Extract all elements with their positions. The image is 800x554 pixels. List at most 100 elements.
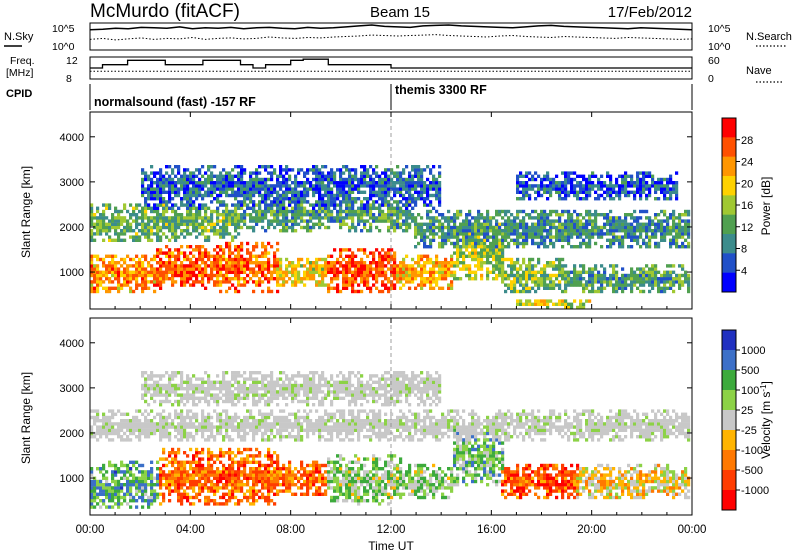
heatmap-cell [249, 206, 253, 210]
heatmap-cell [267, 277, 271, 281]
heatmap-cell [579, 190, 583, 194]
heatmap-cell [597, 177, 601, 182]
heatmap-cell [393, 251, 397, 255]
heatmap-cell [405, 200, 409, 204]
heatmap-cell [354, 184, 358, 188]
heatmap-cell [312, 267, 316, 271]
heatmap-cell [558, 267, 562, 271]
heatmap-cell [321, 177, 325, 182]
heatmap-cell [309, 184, 313, 188]
heatmap-cell [345, 270, 349, 274]
heatmap-cell [183, 277, 187, 281]
heatmap-cell [399, 225, 403, 230]
heatmap-cell [153, 277, 157, 281]
heatmap-cell [570, 225, 574, 230]
heatmap-cell [603, 190, 607, 194]
heatmap-cell [216, 181, 220, 185]
heatmap-cell [504, 213, 508, 217]
heatmap-cell [585, 286, 589, 290]
heatmap-cell [303, 174, 307, 178]
heatmap-cell [120, 209, 124, 214]
heatmap-cell [96, 222, 100, 226]
colorbar-swatch [722, 272, 736, 293]
heatmap-cell [375, 193, 379, 198]
heatmap-cell [393, 270, 397, 274]
heatmap-cell [627, 273, 631, 278]
heatmap-cell [558, 216, 562, 220]
heatmap-cell [183, 476, 187, 480]
heatmap-cell [561, 209, 565, 214]
heatmap-cell [267, 222, 271, 226]
heatmap-cell [291, 264, 295, 268]
heatmap-cell [609, 197, 613, 201]
heatmap-cell [348, 229, 352, 233]
heatmap-cell [180, 483, 184, 487]
heatmap-cell [114, 209, 118, 214]
heatmap-cell [555, 219, 559, 223]
heatmap-cell [663, 190, 667, 194]
heatmap-cell [516, 232, 520, 236]
heatmap-cell [582, 197, 586, 201]
heatmap-cell [294, 222, 298, 226]
heatmap-cell [585, 193, 589, 198]
heatmap-cell [237, 225, 241, 230]
heatmap-cell [339, 190, 343, 194]
heatmap-cell [162, 280, 166, 284]
heatmap-cell [531, 209, 535, 214]
heatmap-cell [507, 222, 511, 226]
heatmap-cell [330, 270, 334, 274]
heatmap-cell [258, 177, 262, 182]
heatmap-cell [276, 277, 280, 281]
heatmap-cell [279, 174, 283, 178]
heatmap-cell [531, 273, 535, 278]
heatmap-cell [582, 270, 586, 274]
heatmap-cell [651, 181, 655, 185]
heatmap-cell [621, 174, 625, 178]
heatmap-cell [165, 184, 169, 188]
heatmap-cell [348, 193, 352, 198]
heatmap-cell [504, 238, 508, 242]
heatmap-cell [438, 225, 442, 230]
heatmap-cell [408, 216, 412, 220]
heatmap-cell [666, 216, 670, 220]
heatmap-cell [96, 495, 100, 500]
heatmap-cell [543, 264, 547, 268]
heatmap-cell [366, 200, 370, 204]
heatmap-cell [342, 222, 346, 226]
heatmap-cell [219, 187, 223, 191]
heatmap-cell [174, 184, 178, 188]
heatmap-cell [132, 495, 136, 500]
heatmap-cell [381, 216, 385, 220]
heatmap-cell [288, 225, 292, 230]
heatmap-cell [510, 232, 514, 236]
heatmap-cell [156, 235, 160, 239]
heatmap-cell [252, 190, 256, 194]
heatmap-cell [675, 222, 679, 226]
heatmap-cell [402, 168, 406, 172]
heatmap-cell [129, 489, 133, 493]
heatmap-cell [297, 277, 301, 281]
heatmap-cell [555, 235, 559, 239]
heatmap-cell [318, 190, 322, 194]
heatmap-cell [240, 174, 244, 178]
heatmap-cell [225, 232, 229, 236]
heatmap-cell [450, 286, 454, 290]
heatmap-cell [171, 283, 175, 287]
heatmap-cell [102, 473, 106, 477]
heatmap-cell [546, 187, 550, 191]
heatmap-cell [204, 235, 208, 239]
heatmap-cell [219, 270, 223, 274]
heatmap-cell [144, 229, 148, 233]
heatmap-cell [153, 209, 157, 214]
heatmap-cell [360, 267, 364, 271]
heatmap-cell [672, 184, 676, 188]
heatmap-cell [195, 273, 199, 278]
heatmap-cell [567, 277, 571, 281]
heatmap-cell [474, 254, 478, 258]
heatmap-cell [180, 203, 184, 207]
heatmap-cell [243, 187, 247, 191]
heatmap-cell [228, 479, 232, 484]
heatmap-cell [264, 254, 268, 258]
heatmap-cell [549, 213, 553, 217]
